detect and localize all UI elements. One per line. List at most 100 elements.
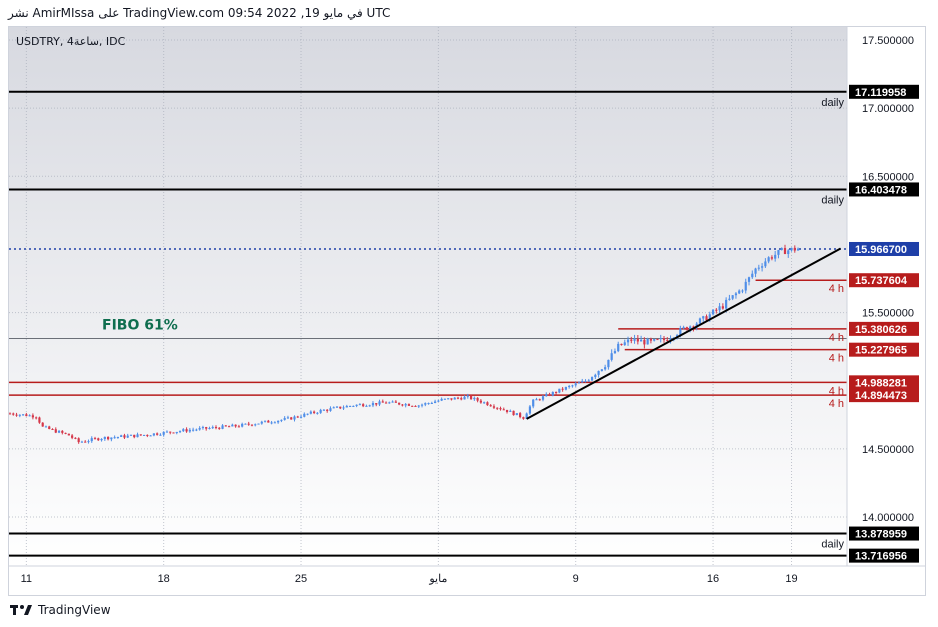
time-tick-label: مايو [428,573,447,585]
candle-body [61,430,64,433]
candle-body [633,338,636,341]
candle-body [247,423,250,425]
plot-background [9,27,847,566]
level-note: 4 h [829,385,844,397]
candle-body [731,295,734,299]
candle-body [299,416,303,418]
candle-body [564,387,567,390]
candle-body [424,403,427,405]
candle-body [561,388,564,390]
candle-body [290,417,293,420]
candle-body [306,413,309,415]
candle-body [84,441,87,443]
candle-body [12,413,15,415]
candle-body [250,424,254,426]
candle-body [790,247,793,251]
candle-body [466,395,469,397]
candle-body [348,405,352,407]
candle-body [476,397,479,401]
candle-body [227,426,231,428]
candle-body [221,425,224,429]
candle-body [604,367,607,370]
candle-body [110,437,113,440]
candle-body [584,380,587,382]
price-tick-label: 15.500000 [862,308,914,320]
candle-body [535,399,538,401]
candle-body [365,405,368,407]
candle-body [711,309,715,315]
candle-body [630,339,633,341]
candle-body [384,402,388,404]
price-axis[interactable]: 17.500000 17.000000 16.500000 15.500000 14.5… [849,35,919,563]
candle-body [44,426,48,428]
candle-body [335,406,339,408]
candle-body [725,299,728,309]
candle-body [136,434,139,438]
candle-body [224,425,227,427]
price-tick-label: 17.000000 [862,103,914,115]
candle-body [263,420,267,422]
candle-body [77,438,80,443]
candle-body [600,369,603,371]
time-tick-label: 18 [158,573,170,585]
candle-body [404,404,407,406]
candle-body [754,268,757,274]
candle-body [499,408,502,410]
candle-body [617,343,620,352]
candle-body [620,343,623,346]
candle-body [590,377,594,381]
level-price-label: 17.119958 [855,87,906,99]
candle-body [698,318,702,324]
candle-body [437,400,440,402]
candle-body [662,338,666,341]
candle-body [293,416,296,420]
candle-body [8,413,12,415]
candle-body [774,254,777,259]
level-price-label: 13.716956 [855,551,907,563]
price-tick-label: 14.500000 [862,444,914,456]
candle-body [185,429,188,432]
candle-body [744,281,747,291]
candle-body [793,247,796,251]
time-tick-label: 11 [21,573,32,585]
level-price-box [849,342,919,357]
candle-body [512,410,515,416]
levels [9,90,847,557]
candle-body [152,433,155,436]
candle-body [551,392,554,396]
candle-body [594,374,597,378]
candle-body [679,328,682,336]
candle-body [548,394,551,396]
candle-body [519,413,522,418]
candle-body [309,411,312,414]
candle-body [198,428,201,430]
price-tick-label: 14.000000 [862,512,914,524]
candle-body [188,429,191,432]
time-axis[interactable]: 11 18 25 مايو 9 16 19 [21,573,798,585]
candle-body [156,433,159,435]
candle-body [751,273,754,278]
candle-body [234,424,237,427]
level-price-label: 15.227965 [855,345,907,357]
level-price-box [849,526,919,541]
level-note: daily [821,539,844,551]
candle-body [329,408,332,411]
level-price-box [849,241,919,256]
candle-body [388,402,391,404]
candle-body [113,437,116,439]
candle-body [391,401,394,403]
candle-body [139,434,142,436]
candle-body [368,405,371,407]
candle-body [74,437,77,439]
candle-body [172,432,175,434]
candle-body [371,403,375,406]
candle-body [18,414,21,416]
candle-body [175,431,178,434]
candle-body [666,340,669,342]
candle-body [692,326,695,328]
level-price-label: 15.966700 [855,244,907,256]
level-price-label: 13.878959 [855,529,907,541]
level-price-label: 14.988281 [855,377,907,389]
candle-body [473,397,476,400]
